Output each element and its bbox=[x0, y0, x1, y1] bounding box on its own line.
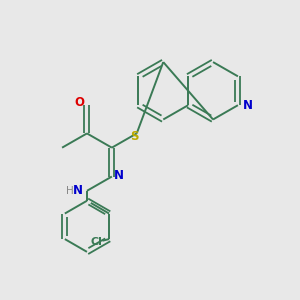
Text: N: N bbox=[243, 99, 253, 112]
Text: N: N bbox=[73, 184, 83, 197]
Text: N: N bbox=[114, 169, 124, 182]
Text: O: O bbox=[75, 96, 85, 110]
Text: S: S bbox=[130, 130, 138, 143]
Text: H: H bbox=[67, 186, 74, 196]
Text: Cl: Cl bbox=[91, 237, 102, 248]
